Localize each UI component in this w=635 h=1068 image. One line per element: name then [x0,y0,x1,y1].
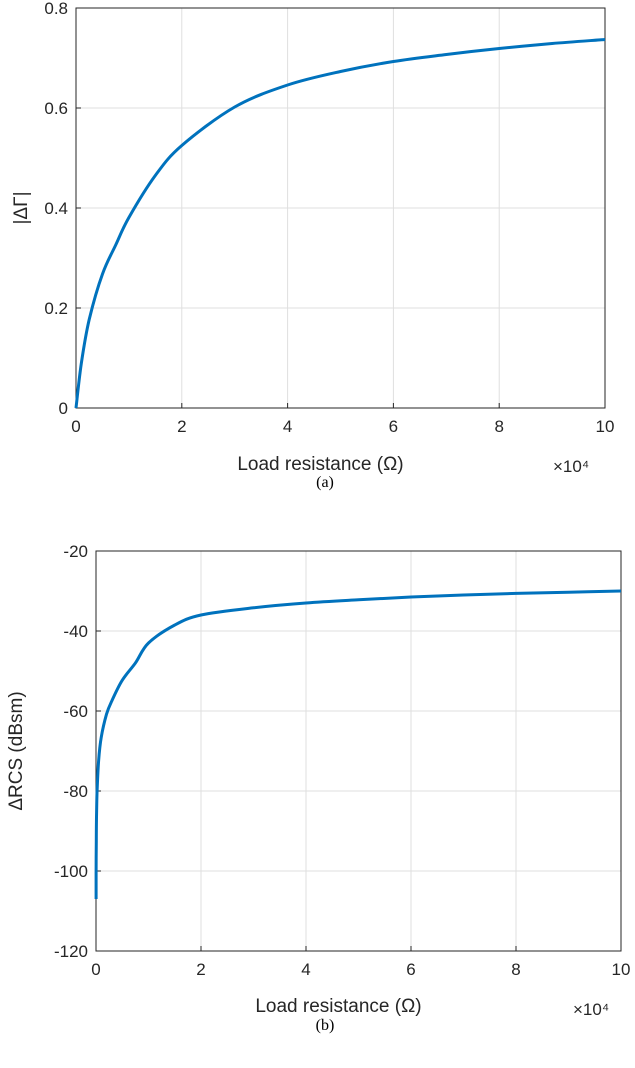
y-tick-label: -60 [63,702,88,721]
x-tick-label: 2 [196,960,205,979]
x-tick-label: 8 [494,417,503,436]
y-tick-label: 0.6 [44,99,68,118]
x-multiplier-b: ×10⁴ [573,1000,609,1019]
y-tick-label: 0.8 [44,0,68,18]
series-line-a [74,38,606,409]
y-tick-label: 0.4 [44,199,68,218]
x-tick-label: 8 [511,960,520,979]
x-tick-label: 0 [91,960,100,979]
x-tick-label: 10 [596,417,615,436]
y-tick-label: -120 [54,942,88,961]
x-tick-label: 6 [389,417,398,436]
y-tick-label: -20 [63,542,88,561]
y-axis-label-b: ΔRCS (dBsm) [6,691,27,810]
y-tick-label: -100 [54,862,88,881]
x-tick-label: 4 [301,960,310,979]
y-tick-label: -80 [63,782,88,801]
y-ticks-a: 0 0.2 0.4 0.6 0.8 [44,0,81,418]
y-tick-label: 0 [59,399,68,418]
chart-panel-b: 0 2 4 6 8 10 -120 -100 -80 -60 -40 -20 Load resist… [6,542,630,1034]
grid-a [76,8,605,408]
grid-b [96,551,621,951]
x-tick-label: 0 [71,417,80,436]
plot-frame-b [95,550,622,952]
x-axis-label-a: Load resistance (Ω) [237,454,403,475]
x-axis-label-b: Load resistance (Ω) [255,996,421,1017]
x-ticks-b: 0 2 4 6 8 10 [91,946,630,979]
panel-caption-b: (b) [316,1017,335,1034]
y-ticks-b: -120 -100 -80 -60 -40 -20 [54,542,101,961]
series-line-b [94,589,622,899]
y-tick-label: -40 [63,622,88,641]
x-ticks-a: 0 2 4 6 8 10 [71,403,614,436]
x-tick-label: 4 [283,417,292,436]
x-tick-label: 2 [177,417,186,436]
x-multiplier-a: ×10⁴ [553,457,589,476]
x-tick-label: 10 [612,960,631,979]
y-axis-label-a: |ΔΓ| [11,191,32,224]
x-tick-label: 6 [406,960,415,979]
panel-caption-a: (a) [316,474,334,491]
y-tick-label: 0.2 [44,299,68,318]
chart-panel-a: 0 2 4 6 8 10 0 0.2 0.4 0.6 0.8 Load resistance (Ω… [11,0,614,491]
